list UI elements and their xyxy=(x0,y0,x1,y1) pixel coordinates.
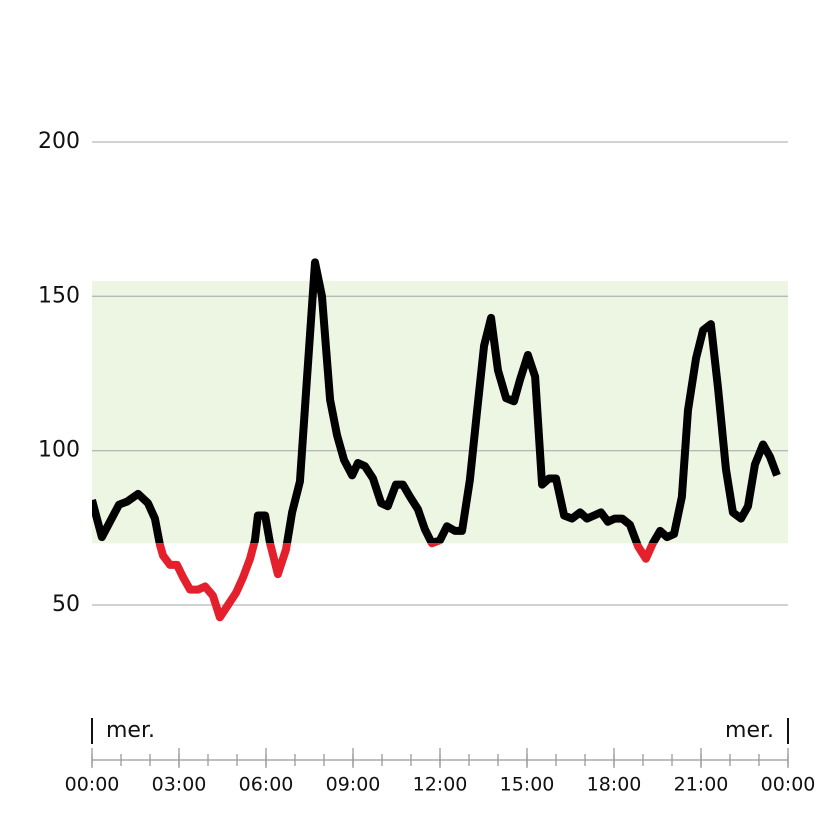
y-tick-label: 50 xyxy=(52,592,80,617)
day-label: mer. xyxy=(106,718,155,743)
y-tick-label: 200 xyxy=(38,129,80,154)
x-tick-label: 03:00 xyxy=(152,774,207,796)
day-label: mer. xyxy=(725,718,774,743)
x-tick-label: 09:00 xyxy=(326,774,381,796)
glucose-line xyxy=(92,258,781,544)
glucose-line xyxy=(155,543,658,622)
x-tick-label: 18:00 xyxy=(587,774,642,796)
x-tick-label: 06:00 xyxy=(239,774,294,796)
x-tick-label: 00:00 xyxy=(65,774,120,796)
line-above xyxy=(92,258,781,544)
y-tick-label: 150 xyxy=(38,283,80,308)
target-range xyxy=(92,280,788,544)
x-tick-label: 12:00 xyxy=(413,774,468,796)
x-tick-label: 00:00 xyxy=(761,774,816,796)
x-tick-label: 15:00 xyxy=(500,774,555,796)
x-tick-label: 21:00 xyxy=(674,774,729,796)
y-tick-label: 100 xyxy=(38,438,80,463)
line-below xyxy=(155,543,658,622)
